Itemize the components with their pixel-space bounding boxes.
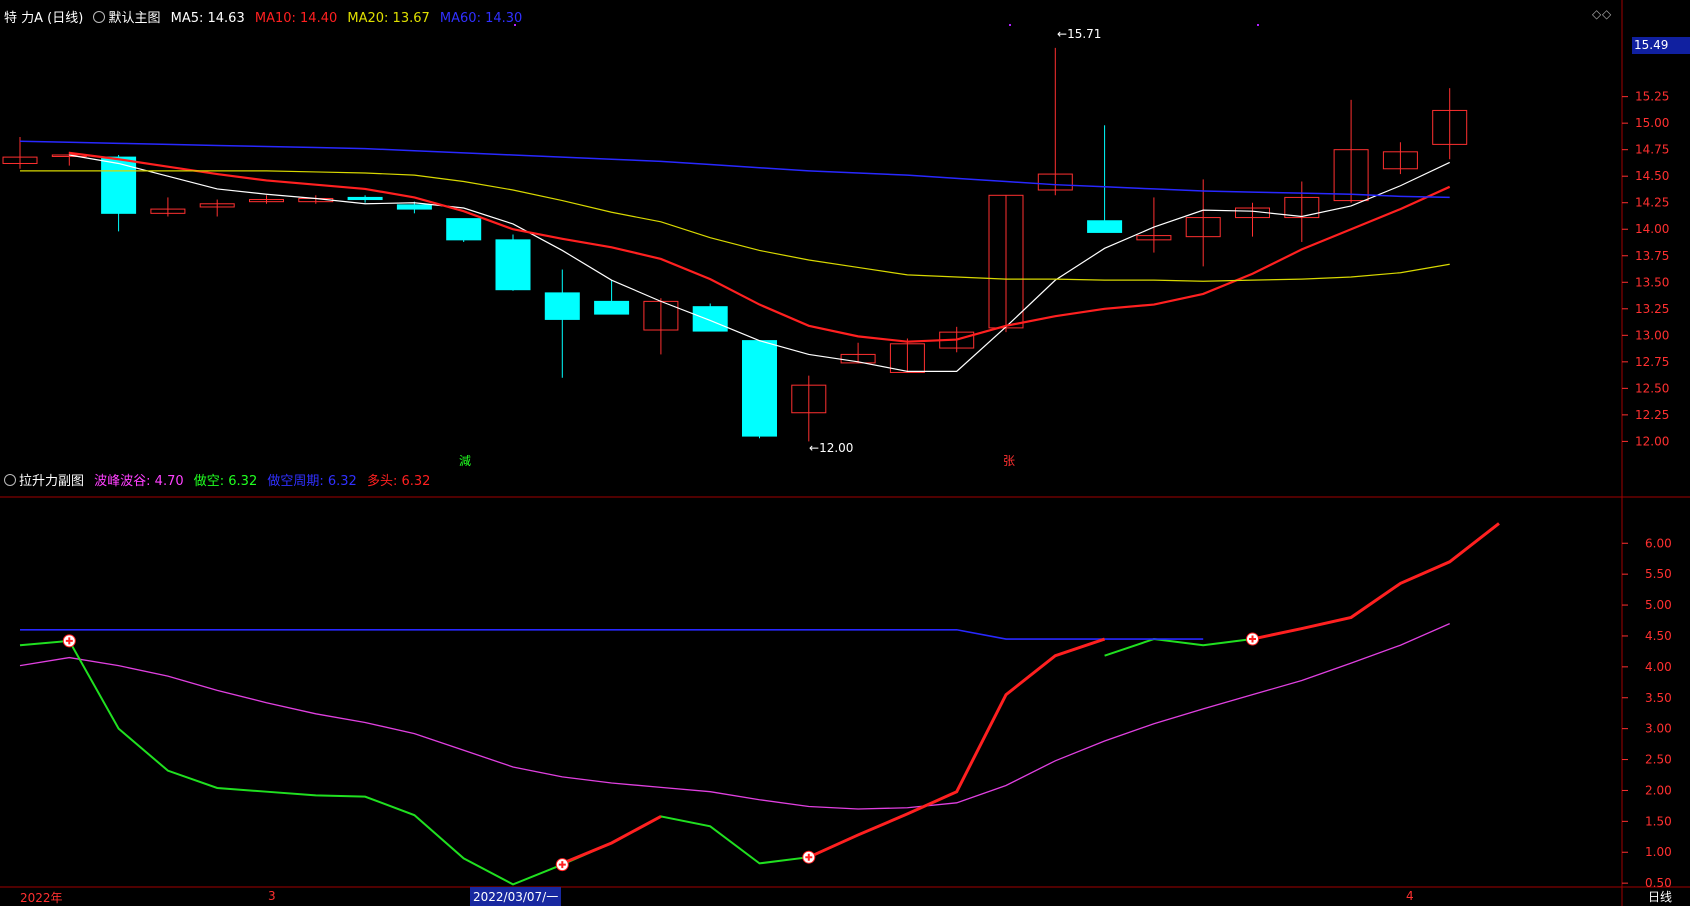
collapse-icon[interactable] <box>4 474 16 486</box>
candle-body <box>594 300 630 315</box>
short-cycle-label: 做空周期: 6.32 <box>267 474 357 489</box>
candle-body <box>1333 149 1369 202</box>
candle-body <box>1432 109 1468 145</box>
y-tick-label: 15.25 <box>1635 90 1669 104</box>
sub-title[interactable]: 拉升力副图 <box>19 474 85 489</box>
buy-signal-cross <box>1249 635 1256 643</box>
ma60-line <box>19 140 1450 199</box>
marker-dot <box>1009 24 1011 26</box>
candle-body <box>840 353 876 364</box>
candle-body <box>199 203 235 208</box>
y-tick-label: 15.00 <box>1635 116 1669 130</box>
year-label: 2022年 <box>20 891 63 905</box>
candle-body <box>889 343 925 373</box>
buy-signal-cross <box>65 637 73 645</box>
candle-body <box>1185 217 1221 238</box>
y-tick-label: 13.25 <box>1635 302 1669 316</box>
y-tick-label: 14.25 <box>1635 196 1669 210</box>
low-annotation: ←12.00 <box>809 441 854 455</box>
y-tick-label: 5.50 <box>1645 567 1672 581</box>
month4-label: 4 <box>1406 889 1414 903</box>
y-tick-label: 2.00 <box>1645 783 1672 797</box>
candle-body <box>1136 235 1172 241</box>
main-legend: 特 力A (日线) 默认主图 MA5: 14.63 MA10: 14.40 MA… <box>4 7 528 26</box>
candle-body <box>150 208 186 214</box>
main-view-label[interactable]: 默认主图 <box>108 11 161 26</box>
candle-body <box>2 156 38 164</box>
candle-body <box>544 292 580 320</box>
candle-body <box>249 199 284 203</box>
ma20-line <box>20 170 1450 282</box>
candle-body <box>742 340 777 437</box>
y-tick-label: 12.50 <box>1635 381 1669 395</box>
up-marker: 张 <box>1003 454 1016 468</box>
current-price-tag: 15.49 <box>1632 37 1690 54</box>
y-tick-label: 2.50 <box>1645 753 1672 767</box>
ma5-label: MA5: 14.63 <box>170 11 245 26</box>
y-tick-label: 12.75 <box>1635 355 1669 369</box>
month3-label: 3 <box>268 889 276 903</box>
candle-body <box>347 196 383 201</box>
buy-signal-cross <box>558 861 566 869</box>
y-tick-label: 3.00 <box>1645 722 1672 736</box>
candle-body <box>446 218 482 241</box>
candle-body <box>101 156 137 214</box>
period-button[interactable]: 日线 <box>1648 890 1673 904</box>
sub-legend: 拉升力副图 波峰波谷: 4.70 做空: 6.32 做空周期: 6.32 多头:… <box>4 470 436 489</box>
y-tick-label: 14.75 <box>1635 143 1669 157</box>
main-price-panel[interactable] <box>2 24 1468 442</box>
ma10-line <box>69 151 1451 343</box>
short-cycle-line <box>20 628 1204 640</box>
y-tick-label: 14.00 <box>1635 222 1669 236</box>
y-tick-label: 1.50 <box>1645 814 1672 828</box>
candle-body <box>1037 173 1073 191</box>
y-tick-label: 14.50 <box>1635 169 1669 183</box>
ma60-label: MA60: 14.30 <box>439 11 523 26</box>
wave-line <box>19 623 1450 810</box>
down-marker: 減 <box>459 454 472 468</box>
marker-dot <box>1257 24 1259 26</box>
high-annotation: ←15.71 <box>1057 27 1102 41</box>
candle-body <box>1087 220 1123 233</box>
long-label: 多头: 6.32 <box>366 474 431 489</box>
y-tick-label: 4.00 <box>1645 660 1672 674</box>
y-tick-label: 5.00 <box>1645 598 1672 612</box>
candle-body <box>988 194 1024 329</box>
y-tick-label: 12.00 <box>1635 434 1669 448</box>
indicator-panel[interactable] <box>19 522 1500 886</box>
stock-title: 特 力A (日线) <box>4 11 84 26</box>
long-line <box>561 522 1500 865</box>
y-tick-label: 13.00 <box>1635 328 1669 342</box>
y-tick-label: 4.50 <box>1645 629 1672 643</box>
candle-body <box>396 204 432 210</box>
marker-dot <box>514 24 516 26</box>
wave-label: 波峰波谷: 4.70 <box>94 474 184 489</box>
y-tick-label: 1.00 <box>1645 845 1672 859</box>
collapse-icon[interactable] <box>93 11 106 23</box>
y-tick-label: 6.00 <box>1645 536 1672 550</box>
candle-body <box>1284 196 1320 219</box>
cursor-date-label: 2022/03/07/一 <box>470 887 562 906</box>
y-tick-label: 3.50 <box>1645 691 1672 705</box>
candle-body <box>791 384 827 414</box>
y-tick-label: 0.50 <box>1645 876 1672 890</box>
diamond-icon[interactable]: ◇ <box>1602 7 1612 21</box>
short-label: 做空: 6.32 <box>193 474 258 489</box>
candle-body <box>692 306 728 332</box>
ma20-label: MA20: 13.67 <box>347 11 430 26</box>
candle-body <box>495 239 531 291</box>
candle-body <box>1382 151 1418 170</box>
short-line <box>19 638 1253 886</box>
y-tick-label: 13.75 <box>1635 249 1669 263</box>
y-tick-label: 13.50 <box>1635 275 1669 289</box>
ma5-line <box>69 154 1450 372</box>
buy-signal-cross <box>805 853 813 861</box>
ma10-label: MA10: 14.40 <box>254 11 338 26</box>
y-tick-label: 12.25 <box>1635 408 1669 422</box>
expand-icon[interactable]: ◇ <box>1592 7 1602 21</box>
